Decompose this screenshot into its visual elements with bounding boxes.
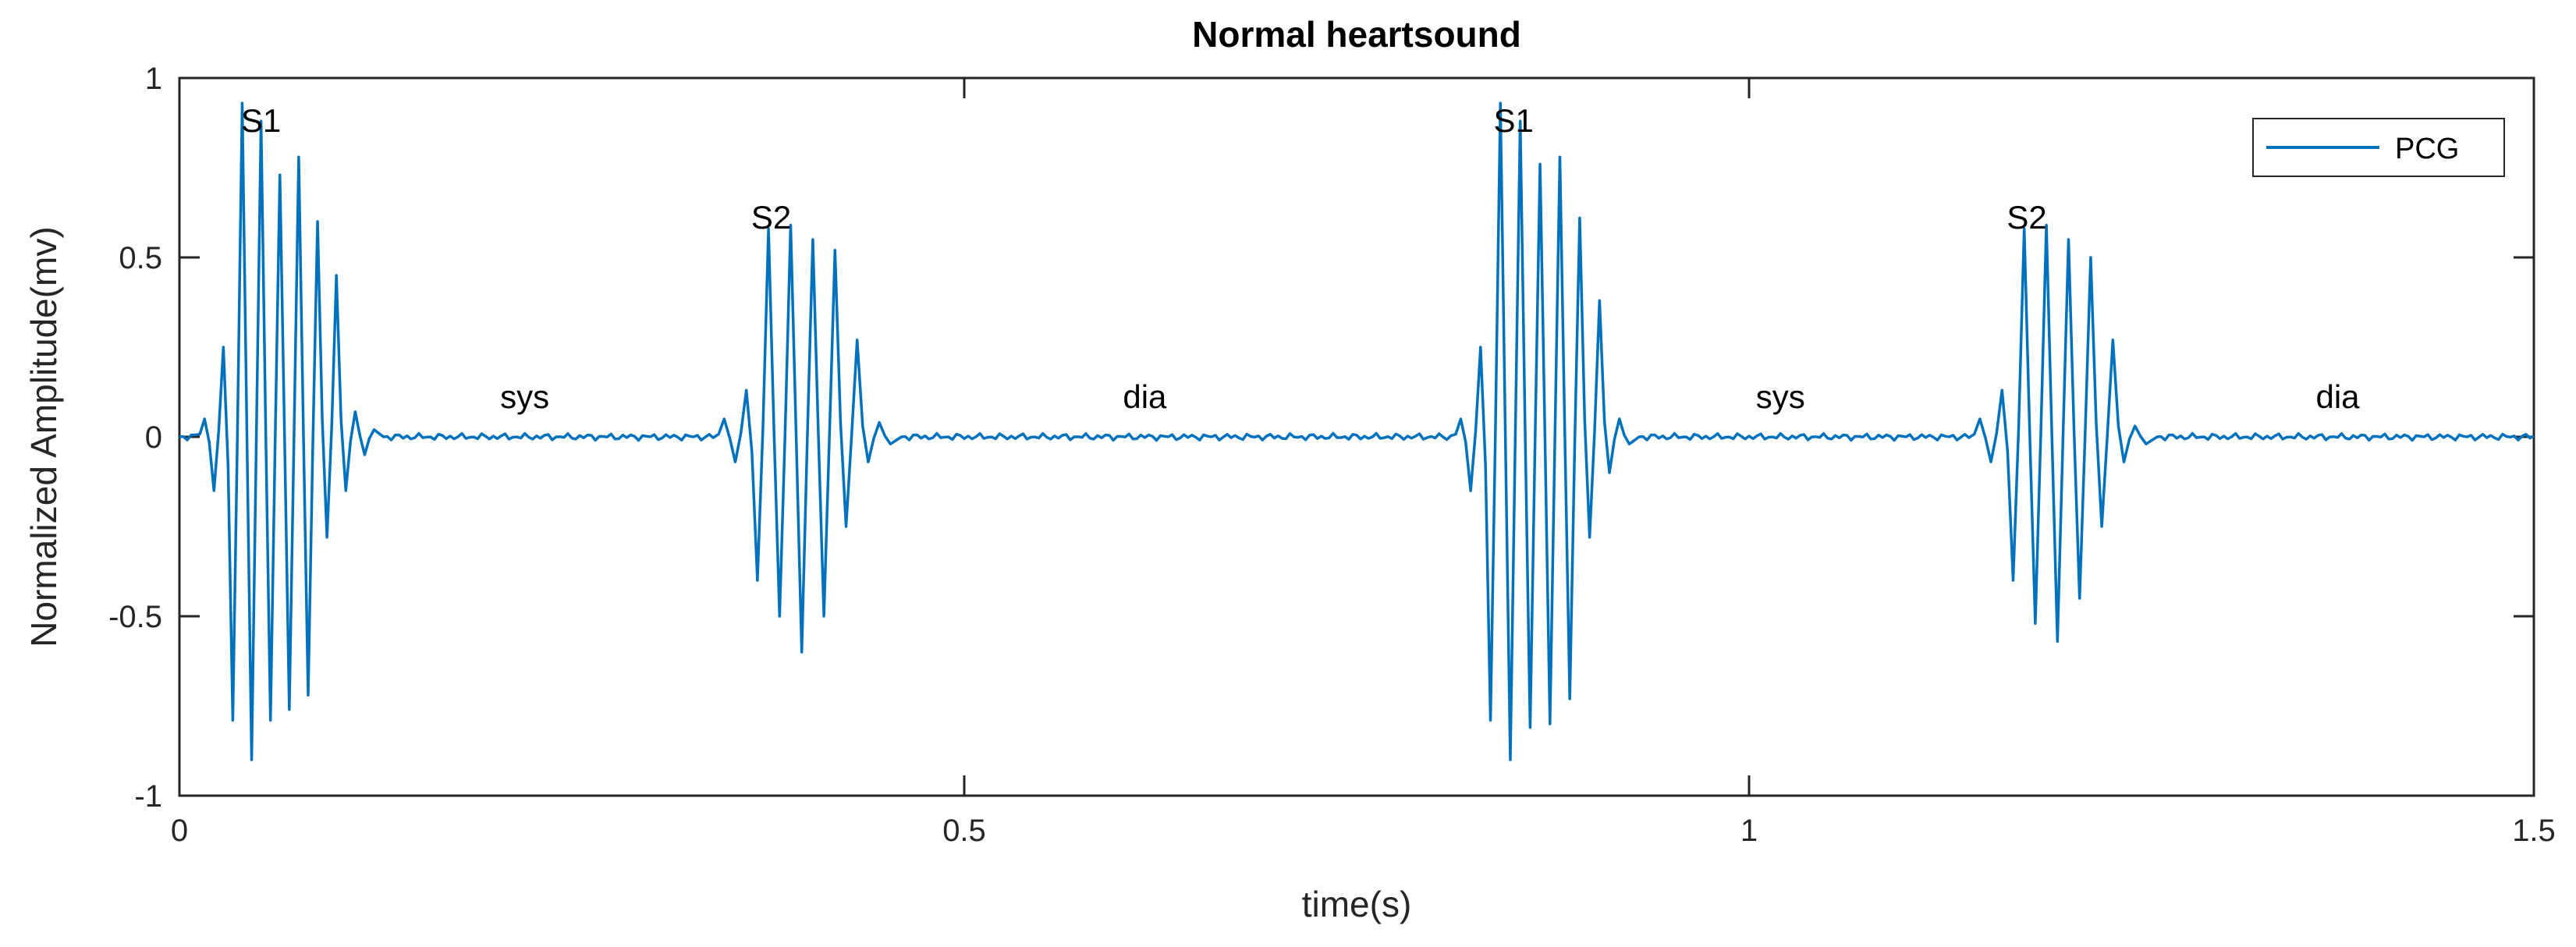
y-tick-label: 0: [145, 420, 162, 455]
x-tick-label: 0: [171, 814, 188, 848]
annotation-label: dia: [1123, 378, 1167, 415]
y-axis-label: Normalized Amplitude(mv): [23, 226, 64, 647]
annotation-label: sys: [500, 378, 549, 415]
tick-labels: 0 0.5 1 1.5 -1 -0.5 0 0.5 1: [108, 62, 2556, 848]
x-axis-label: time(s): [1302, 884, 1412, 924]
x-tick-label: 1: [1740, 814, 1758, 848]
y-tick-label: 0.5: [119, 241, 162, 275]
x-tick-label: 1.5: [2512, 814, 2556, 848]
annotations: S1 sys S2 dia S1 sys S2 dia: [241, 102, 2360, 415]
annotation-label: S2: [751, 199, 791, 236]
chart-title: Normal heartsound: [1192, 14, 1521, 55]
legend-label-pcg: PCG: [2395, 133, 2459, 165]
annotation-label: S2: [2007, 199, 2046, 236]
y-tick-label: -1: [134, 779, 162, 814]
legend: PCG: [2252, 118, 2505, 177]
annotation-label: sys: [1756, 378, 1805, 415]
series-line-pcg: [179, 101, 2535, 761]
annotation-label: dia: [2315, 378, 2360, 415]
y-tick-label: 1: [145, 62, 162, 96]
series-group: [179, 101, 2535, 761]
annotation-label: S1: [241, 102, 281, 139]
annotation-label: S1: [1494, 102, 1534, 139]
x-tick-label: 0.5: [942, 814, 986, 848]
y-tick-label: -0.5: [108, 600, 162, 634]
